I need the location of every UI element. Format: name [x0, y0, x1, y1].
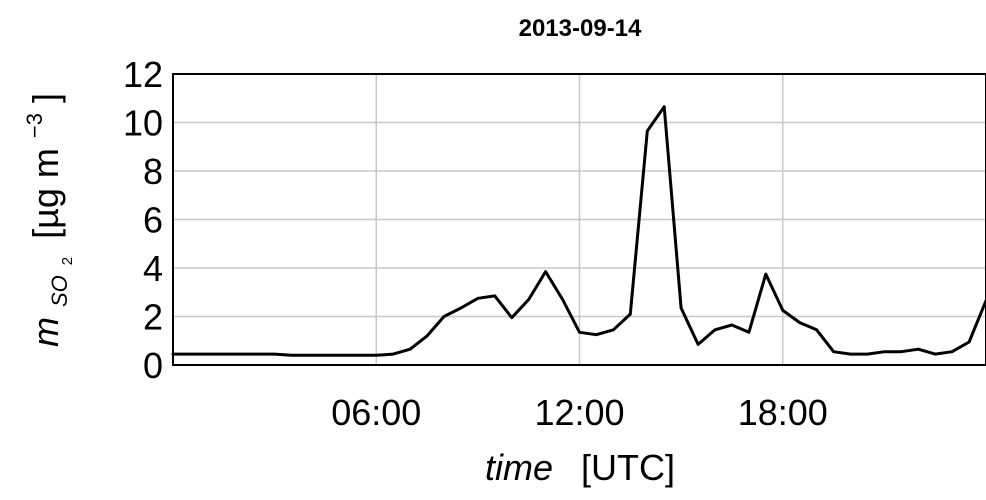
y-axis-subscript: SO	[47, 275, 72, 307]
x-tick-labels: 06:00 12:00 18:00	[331, 392, 828, 433]
gridlines	[173, 74, 986, 365]
y-tick-label: 10	[123, 103, 163, 144]
svg-text:m SO 2 [µg m: m SO 2 [µg m −3 ]	[9, 93, 80, 347]
y-tick-label: 8	[143, 151, 163, 192]
y-tick-label: 4	[143, 248, 163, 289]
y-tick-labels: 0 2 4 6 8 10 12	[123, 54, 163, 386]
x-tick-label: 18:00	[738, 392, 828, 433]
chart-title: 2013-09-14	[519, 15, 642, 42]
y-tick-label: 6	[143, 200, 163, 241]
y-tick-label: 12	[123, 54, 163, 95]
x-tick-label: 12:00	[534, 392, 624, 433]
series-line	[171, 105, 986, 357]
y-axis-label: m SO 2 [µg m −3 ]	[9, 93, 80, 347]
x-axis-label-italic: time	[485, 447, 553, 488]
y-tick-label: 2	[143, 297, 163, 338]
x-tick-label: 06:00	[331, 392, 421, 433]
x-axis-label: time [UTC]	[485, 447, 675, 488]
y-axis-unit-exponent: −3	[22, 113, 47, 138]
y-tick-label: 0	[143, 345, 163, 386]
y-axis-subscript-index: 2	[59, 257, 76, 265]
plot-frame	[172, 73, 986, 366]
y-axis-unit-close: ]	[25, 93, 66, 103]
y-axis-symbol: m	[25, 317, 66, 347]
x-axis-label-unit: [UTC]	[581, 447, 675, 488]
y-axis-unit-open: [µg m	[25, 148, 66, 239]
